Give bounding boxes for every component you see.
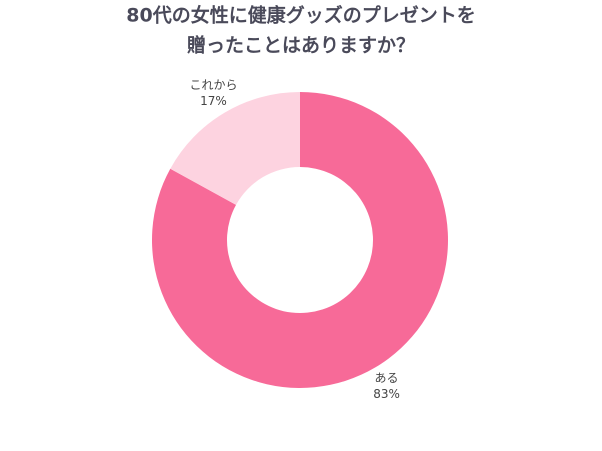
chart-title: 80代の女性に健康グッズのプレゼントを: [126, 4, 475, 27]
donut-slice: [151, 92, 448, 389]
donut-slice: [170, 92, 300, 205]
slice-label: これから: [189, 78, 237, 92]
slice-label: ある: [375, 371, 399, 385]
chart-title: 贈ったことはありますか？: [187, 34, 415, 57]
slice-value: 17%: [200, 94, 227, 108]
slice-value: 83%: [373, 387, 400, 401]
